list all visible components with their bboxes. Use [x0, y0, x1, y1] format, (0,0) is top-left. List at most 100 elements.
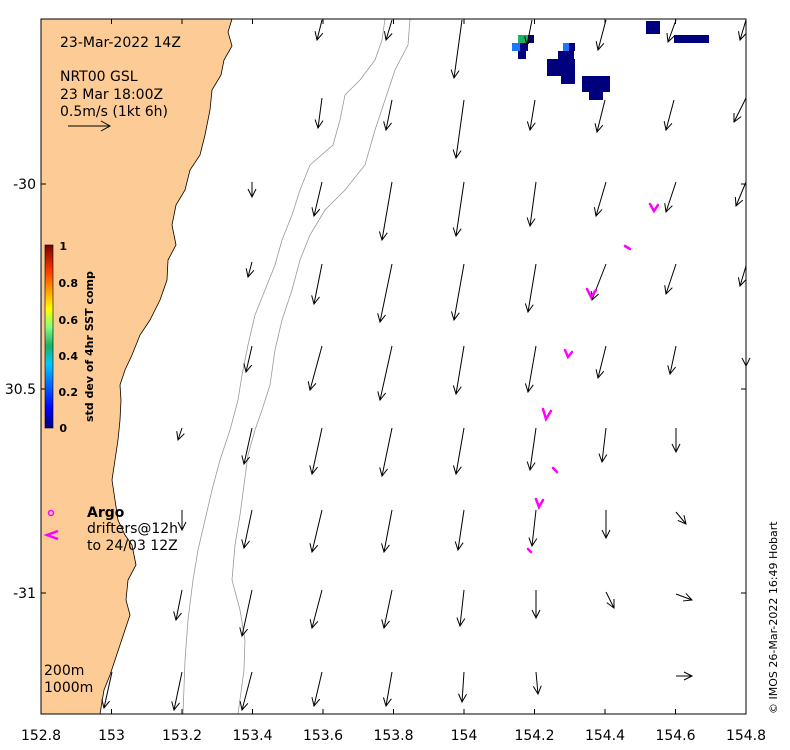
- current-arrow: [101, 671, 113, 710]
- current-arrow: [595, 19, 607, 52]
- current-arrow: [452, 345, 465, 396]
- drifter-track: [541, 407, 553, 423]
- current-arrow: [314, 97, 324, 130]
- current-arrow: [377, 345, 393, 402]
- current-arrow: [309, 509, 323, 554]
- x-tick-label: 154.2: [514, 728, 554, 744]
- drifter-track: [551, 466, 559, 474]
- current-arrow: [243, 345, 253, 374]
- contour-1000m: [231, 18, 411, 715]
- current-arrow: [452, 427, 465, 476]
- date-title: 23-Mar-2022 14Z: [60, 35, 181, 51]
- colorbar-tick: 0.4: [59, 350, 79, 363]
- arrow-scale-label: 0.5m/s (1kt 6h): [60, 104, 168, 120]
- y-axis-labels: -30 30.5 -31: [5, 177, 36, 602]
- contour-label-1000m: 1000m: [44, 680, 93, 696]
- scale-arrow: [68, 120, 112, 132]
- argo-legend-label: Argo: [87, 505, 125, 521]
- x-tick-label: 153.4: [232, 728, 272, 744]
- contour-label-200m: 200m: [44, 663, 84, 679]
- current-arrow: [171, 671, 183, 712]
- contour-legend: 200m 1000m: [44, 663, 93, 696]
- current-arrow: [239, 589, 253, 638]
- current-arrow: [595, 345, 607, 380]
- drifter-track: [648, 202, 660, 214]
- current-arrow: [664, 181, 677, 214]
- drifter-track: [534, 497, 545, 510]
- current-arrow: [382, 671, 393, 708]
- current-arrow: [526, 99, 536, 132]
- current-arrow: [601, 510, 611, 540]
- current-arrow: [381, 509, 393, 554]
- current-arrow: [314, 19, 324, 42]
- current-arrow: [378, 181, 393, 242]
- colorbar-tick: 0.2: [59, 386, 79, 399]
- x-tick-label: 154.6: [655, 728, 695, 744]
- axis-ticks: [40, 19, 747, 714]
- x-tick-label: 152.8: [21, 728, 61, 744]
- current-arrow: [675, 593, 694, 602]
- current-arrow: [450, 19, 463, 80]
- drifter-track: [585, 287, 598, 300]
- drifter-track: [526, 547, 533, 554]
- current-arrow: [458, 671, 467, 704]
- current-arrow: [456, 589, 466, 628]
- current-arrow: [311, 181, 323, 218]
- current-arrow: [450, 263, 465, 322]
- current-arrow: [247, 182, 257, 199]
- y-tick-label: -31: [13, 586, 36, 602]
- x-tick-label: 153.6: [303, 728, 343, 744]
- current-arrow: [245, 261, 255, 279]
- current-arrow: [526, 427, 537, 472]
- colorbar-tick: 1: [59, 240, 67, 253]
- current-arrows: [101, 19, 751, 712]
- current-arrow: [532, 671, 542, 696]
- land-coastline: [40, 18, 233, 715]
- current-arrow: [309, 427, 323, 476]
- title-block: 23-Mar-2022 14Z NRT00 GSL 23 Mar 18:00Z …: [60, 35, 181, 120]
- colorbar-tick: 0.6: [59, 314, 79, 327]
- current-arrow: [598, 427, 608, 464]
- x-axis-labels: 152.8 153 153.2 153.4 153.6 153.8 154 15…: [21, 728, 766, 744]
- sst-std-pixels: [512, 21, 709, 100]
- current-arrow: [671, 428, 681, 454]
- current-arrow: [593, 181, 607, 218]
- current-arrow: [309, 589, 323, 630]
- current-arrow: [311, 263, 323, 306]
- y-tick-label: 30.5: [5, 382, 36, 398]
- current-arrow: [173, 589, 183, 622]
- current-arrow: [452, 99, 465, 160]
- argo-legend-icon: [47, 509, 55, 517]
- x-tick-label: 153.8: [373, 728, 413, 744]
- colorbar-tick: 0.8: [59, 277, 79, 290]
- x-tick-label: 154: [451, 728, 478, 744]
- current-arrow: [737, 19, 747, 42]
- x-tick-label: 154.4: [585, 728, 625, 744]
- current-arrow: [605, 591, 615, 610]
- y-tick-label: -30: [13, 177, 36, 193]
- current-arrow: [531, 590, 541, 620]
- current-arrow: [383, 19, 393, 42]
- current-arrow: [737, 265, 747, 288]
- current-arrow: [177, 510, 187, 532]
- current-arrow: [664, 263, 677, 296]
- current-arrow: [379, 427, 393, 478]
- drifter-track: [563, 348, 574, 360]
- current-arrow: [524, 19, 533, 47]
- current-arrow: [733, 97, 747, 124]
- current-arrow: [676, 671, 694, 681]
- colorbar-ticks: 1 0.8 0.6 0.4 0.2 0: [59, 240, 79, 435]
- current-arrow: [377, 263, 393, 324]
- drifter-legend-icon: [43, 529, 59, 541]
- current-arrow: [241, 427, 253, 466]
- current-arrow: [383, 99, 393, 132]
- current-arrow: [524, 263, 537, 314]
- current-arrow: [454, 509, 465, 552]
- drifter-tracks: [526, 202, 660, 554]
- current-arrow: [452, 181, 465, 238]
- x-tick-label: 153.2: [162, 728, 202, 744]
- current-arrow: [594, 99, 606, 134]
- current-arrow: [241, 509, 253, 550]
- colorbar-label: std dev of 4hr SST comp: [83, 271, 96, 422]
